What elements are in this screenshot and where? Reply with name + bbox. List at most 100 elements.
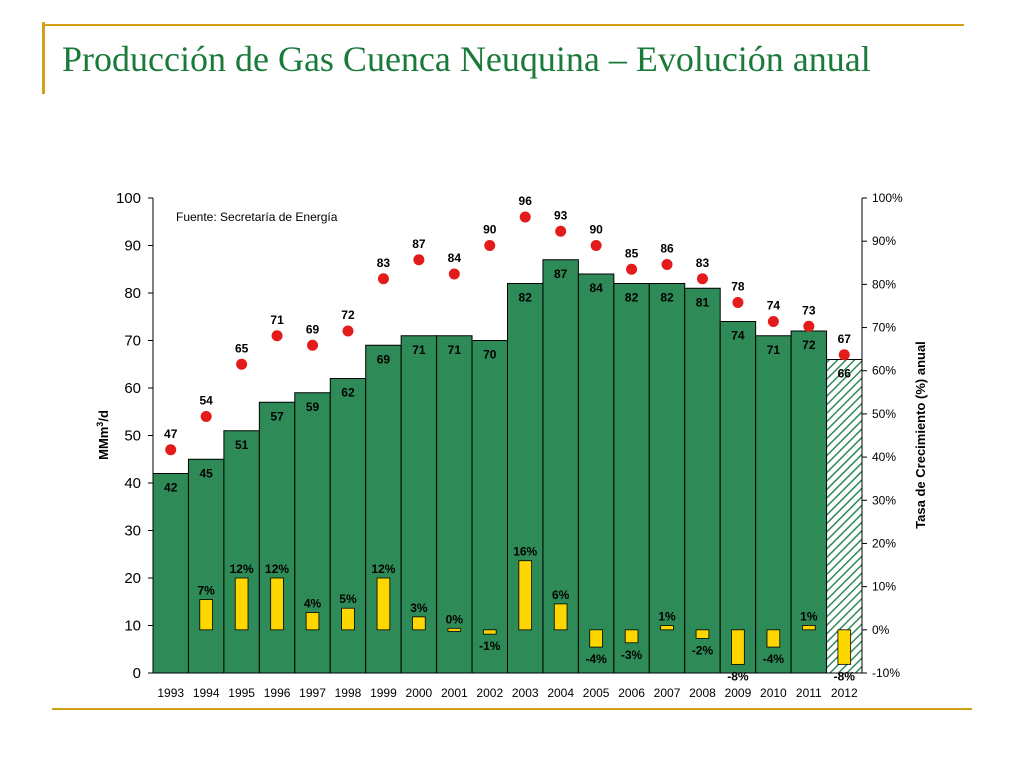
y-right-tick-label: 50%	[872, 407, 896, 421]
x-tick-label: 1999	[370, 686, 397, 700]
growth-bar-1996	[270, 577, 284, 631]
production-bar-2002	[471, 340, 508, 674]
x-tick-label: 2011	[796, 686, 822, 700]
production-bar-1993	[152, 473, 189, 674]
point-label-2005: 90	[589, 223, 603, 237]
growth-label-2012: -8%	[834, 669, 856, 683]
production-bar-1994	[187, 458, 225, 674]
growth-label-2010: -4%	[763, 652, 785, 666]
point-label-2008: 83	[696, 256, 710, 270]
y-right-tick-label: 0%	[872, 623, 890, 637]
x-tick-label: 2003	[512, 686, 539, 700]
accent-line-left	[42, 22, 45, 94]
growth-bar-2000	[412, 616, 426, 631]
y-right-tick-label: 100%	[872, 191, 903, 205]
production-label-2012: 66	[838, 367, 852, 381]
point-label-2009: 78	[731, 280, 745, 294]
growth-label-2011: 1%	[800, 610, 818, 624]
point-label-2012: 67	[838, 332, 852, 346]
y-axis-title: MMm3/d	[95, 410, 111, 460]
growth-label-2002: -1%	[479, 639, 501, 653]
growth-label-2008: -2%	[692, 643, 714, 657]
production-bar-2012	[826, 359, 863, 674]
growth-label-2006: -3%	[621, 648, 643, 662]
production-bar-2010	[755, 335, 792, 674]
x-tick-label: 1994	[193, 686, 220, 700]
growth-bar-2007	[660, 625, 674, 631]
production-label-2003: 82	[519, 291, 533, 305]
production-label-1995: 51	[235, 438, 249, 452]
production-bar-1995	[223, 430, 260, 674]
y-right-tick-label: 30%	[872, 493, 896, 507]
growth-bar-2009	[731, 629, 745, 665]
x-tick-label: 2004	[547, 686, 574, 700]
point-2012	[838, 349, 850, 361]
point-label-2006: 85	[625, 246, 639, 260]
growth-label-1997: 4%	[304, 597, 322, 611]
y-tick-label: 40	[124, 475, 141, 492]
point-label-2011: 73	[802, 303, 816, 317]
x-tick-label: 1993	[157, 686, 184, 700]
point-2011	[803, 320, 815, 332]
production-label-2011: 72	[802, 338, 816, 352]
y-tick-label: 20	[124, 570, 141, 587]
accent-line-top	[44, 24, 964, 26]
y-right-tick-label: 40%	[872, 450, 896, 464]
growth-label-2007: 1%	[658, 610, 676, 624]
growth-bar-2001	[447, 627, 462, 632]
point-label-2000: 87	[412, 237, 426, 251]
production-label-2007: 82	[660, 291, 674, 305]
growth-bar-2006	[624, 629, 639, 644]
point-2008	[696, 273, 708, 285]
y-axis-right-title: Tasa de Crecimiento (%) anual	[913, 341, 928, 529]
y-tick-label: 70	[124, 333, 141, 350]
production-bar-2008	[684, 287, 721, 674]
point-1996	[271, 330, 283, 342]
y-tick-label: 50	[124, 428, 141, 445]
production-label-2001: 71	[448, 343, 462, 357]
x-tick-label: 1997	[299, 686, 326, 700]
growth-bar-2011	[802, 625, 816, 631]
growth-label-2009: -8%	[727, 669, 749, 683]
point-2006	[626, 263, 638, 275]
point-1995	[236, 358, 248, 370]
y-right-tick-label: -10%	[872, 666, 900, 680]
y-tick-label: 10	[124, 618, 141, 635]
production-label-1997: 59	[306, 400, 320, 414]
growth-label-2005: -4%	[585, 652, 607, 666]
point-2001	[448, 268, 460, 280]
point-1994	[200, 411, 212, 422]
growth-label-2000: 3%	[410, 601, 428, 615]
production-label-2009: 74	[731, 329, 745, 343]
point-2000	[413, 254, 425, 266]
production-label-1993: 42	[164, 481, 178, 495]
x-tick-label: 2006	[618, 686, 645, 700]
y-right-tick-label: 60%	[872, 364, 896, 378]
growth-bar-2005	[589, 629, 603, 648]
y-tick-label: 30	[124, 523, 141, 540]
growth-label-2004: 6%	[552, 588, 570, 602]
production-label-2006: 82	[625, 291, 639, 305]
growth-bar-1994	[199, 599, 213, 631]
y-right-tick-label: 20%	[872, 536, 896, 550]
growth-bar-2003	[518, 560, 533, 631]
growth-bar-1999	[376, 577, 391, 631]
growth-bar-2004	[553, 603, 568, 631]
point-label-2004: 93	[554, 208, 568, 222]
point-label-1994: 54	[199, 394, 213, 408]
growth-bar-2002	[482, 629, 497, 635]
growth-bar-2012	[837, 629, 852, 665]
point-2003	[519, 211, 531, 223]
growth-label-1996: 12%	[265, 562, 289, 576]
point-2005	[590, 240, 602, 251]
x-tick-label: 1995	[228, 686, 255, 700]
chart-annotation: Fuente: Secretaría de Energía	[176, 210, 338, 224]
growth-bar-2010	[766, 629, 781, 648]
y-right-tick-label: 10%	[872, 580, 896, 594]
growth-label-1999: 12%	[371, 562, 395, 576]
production-label-2000: 71	[412, 343, 426, 357]
growth-label-2003: 16%	[513, 545, 537, 559]
production-bar-2006	[613, 283, 650, 674]
production-label-2002: 70	[483, 348, 497, 362]
point-2010	[767, 316, 779, 327]
